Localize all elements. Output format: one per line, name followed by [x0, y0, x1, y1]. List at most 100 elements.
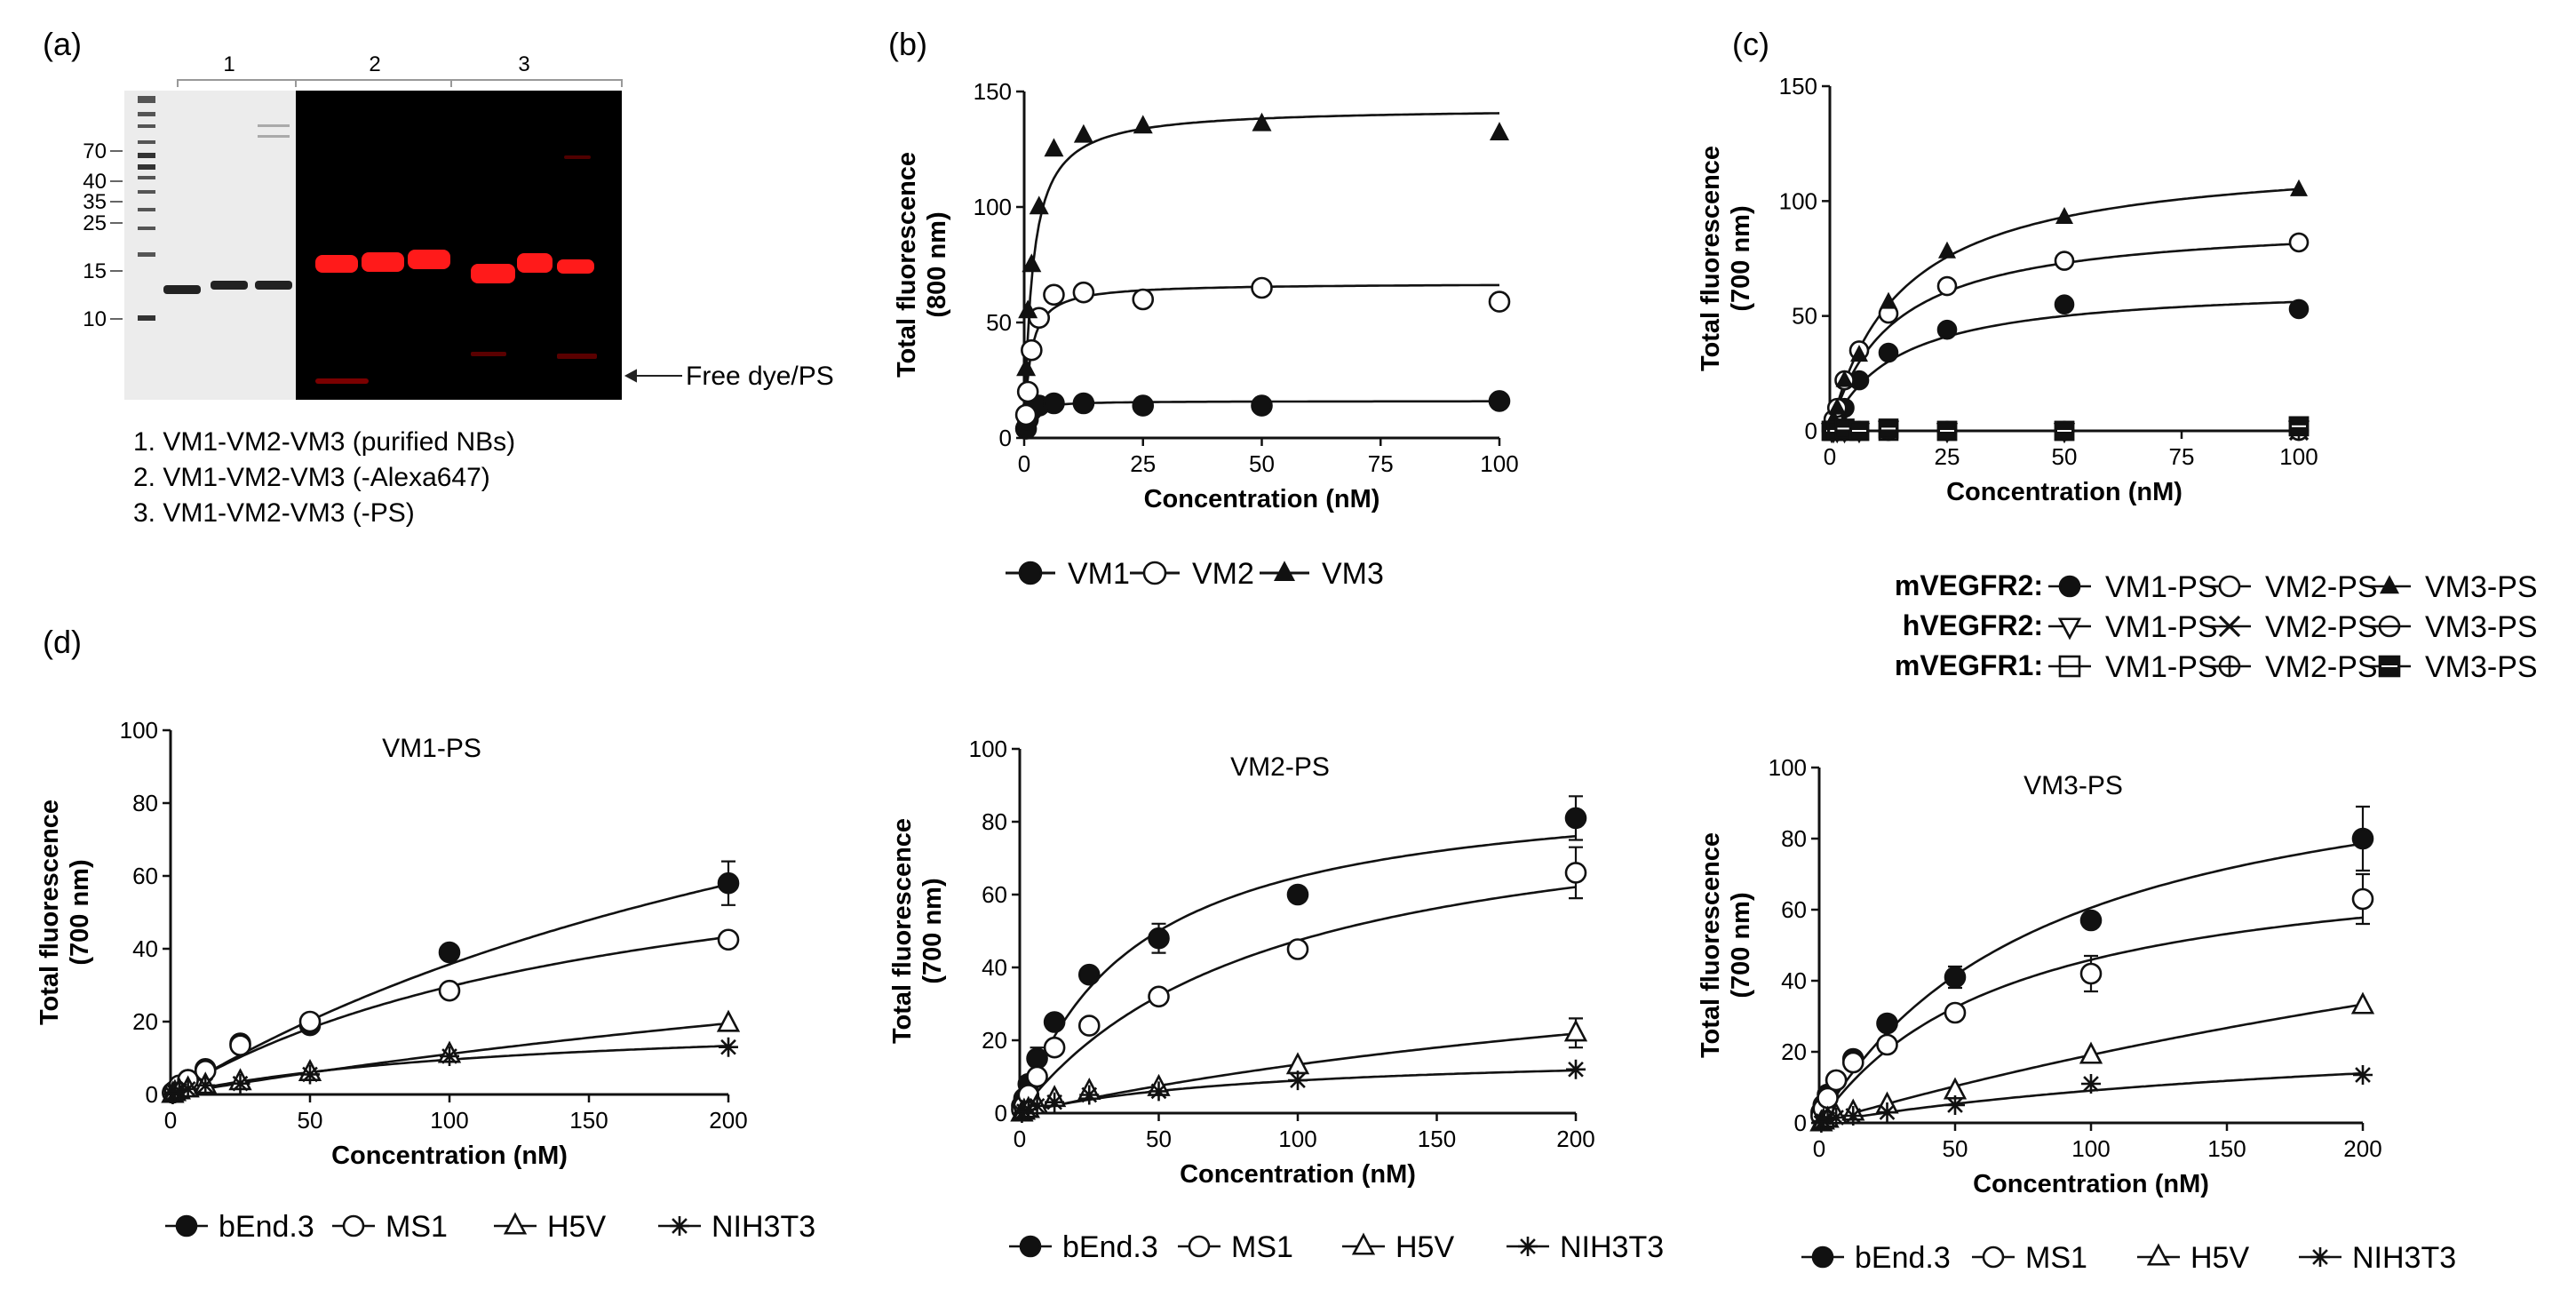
- legend-label-h5v: H5V: [547, 1210, 606, 1244]
- point-ms1: [1043, 1036, 1066, 1059]
- point-nih3t3: [719, 1037, 738, 1057]
- y-axis-title-unit: (800 nm): [923, 211, 951, 317]
- gel-stained-bands: [163, 124, 292, 294]
- point-vm3-ps: [1878, 418, 1899, 439]
- point-ms1: [717, 928, 740, 951]
- legend-marker: [2058, 575, 2081, 598]
- y-tick-label: 150: [974, 78, 1012, 105]
- point-nih3t3: [230, 1073, 250, 1094]
- legend-marker: [1019, 1235, 1042, 1258]
- point-nih3t3: [1813, 1111, 1833, 1131]
- y-tick-label: 100: [1779, 187, 1817, 214]
- point-h5v: [1563, 1019, 1588, 1042]
- legend-marker: [1518, 1237, 1538, 1256]
- legend-marker: [2378, 615, 2401, 638]
- point-ms1: [1944, 1001, 1967, 1024]
- fit-curve-vm2-ps: [1828, 243, 2300, 432]
- point-ms1: [229, 1034, 251, 1056]
- point-nih3t3: [164, 1082, 185, 1102]
- chart-subtitle: VM2-PS: [1230, 752, 1330, 782]
- legend-marker: [1811, 1245, 1834, 1269]
- y-axis-title-unit: (700 nm): [918, 878, 947, 983]
- legend-marker: [1982, 1245, 2005, 1269]
- point-vm3: [1018, 299, 1038, 319]
- point-ms1: [2351, 887, 2374, 911]
- legend-label-vm1: VM1: [1068, 557, 1130, 591]
- chart-c-receptor-binding: 0 25 50 75 100 0 50 100 150 Concentration (nM) Tot…: [1697, 73, 2538, 684]
- point-nih3t3: [1877, 1102, 1897, 1122]
- point-vm3: [1490, 122, 1509, 141]
- y-tick-label: 80: [132, 790, 158, 816]
- point-bend-3: [1286, 883, 1309, 906]
- y-tick-label: 50: [986, 309, 1012, 336]
- legend-marker: [2058, 655, 2081, 678]
- legend-label-nih3t3: NIH3T3: [2352, 1241, 2456, 1275]
- ladder-ticks: [110, 150, 123, 320]
- y-tick-label: 20: [982, 1027, 1007, 1054]
- panel-label-d: (d): [43, 624, 82, 660]
- legend-label-mvegfr1-vm1-ps: VM1-PS: [2105, 650, 2218, 684]
- point-nih3t3: [1014, 1101, 1034, 1121]
- legend-label-hvegfr2-vm1-ps: VM1-PS: [2105, 610, 2218, 644]
- panel-label-b: (b): [888, 26, 927, 62]
- x-tick-label: 200: [1556, 1126, 1594, 1152]
- legend-marker: [1188, 1235, 1211, 1258]
- x-tick-label: 0: [1014, 1126, 1026, 1152]
- point-nih3t3: [300, 1064, 320, 1085]
- legend-marker: [2146, 1243, 2171, 1266]
- point-vm1: [1043, 392, 1065, 415]
- x-tick-label: 50: [298, 1107, 323, 1134]
- point-vm1-ps: [2288, 298, 2310, 320]
- y-tick-label: 40: [1781, 967, 1807, 994]
- x-tick-label: 25: [1935, 443, 1960, 470]
- legend-label-bend-3: bEnd.3: [1062, 1230, 1158, 1264]
- free-dye-arrow: [624, 369, 682, 383]
- legend-marker-vm2: [1142, 561, 1167, 585]
- y-axis-title-unit: (700 nm): [66, 859, 94, 965]
- x-axis-title: Concentration (nM): [1973, 1170, 2209, 1198]
- free-dye-label: Free dye/PS: [686, 362, 834, 391]
- point-vm3-ps: [2055, 206, 2073, 224]
- point-vm2: [1072, 281, 1095, 304]
- fit-curve-bend-3: [1817, 842, 2364, 1124]
- lane-group-brackets: [177, 79, 623, 87]
- point-vm3: [1073, 123, 1093, 143]
- y-tick-label: 100: [1769, 754, 1807, 781]
- y-tick-label: 80: [1781, 825, 1807, 852]
- ladder-label: 25: [83, 211, 107, 235]
- chart-d2-vm2-ps: 0 50 100 150 200 0 20 40 60 80 100 Concentration (n…: [888, 736, 1664, 1264]
- point-nih3t3: [1018, 1099, 1038, 1119]
- y-tick-label: 0: [995, 1100, 1007, 1126]
- point-ms1: [438, 979, 461, 1002]
- y-tick-label: 100: [974, 194, 1012, 220]
- point-vm3-ps: [1850, 345, 1868, 362]
- y-tick-label: 0: [999, 425, 1012, 451]
- gel-ladder-labels: 70 40 35 25 15 10: [83, 139, 107, 331]
- legend-label-h5v: H5V: [1395, 1230, 1454, 1264]
- fit-curve-vm3: [1022, 112, 1500, 439]
- legend-marker: [2310, 1247, 2330, 1267]
- y-tick-label: 40: [132, 935, 158, 962]
- legend-label-nih3t3: NIH3T3: [1560, 1230, 1664, 1264]
- x-axis-title: Concentration (nM): [331, 1142, 568, 1170]
- chart-b-binding-curve: 0 25 50 75 100 0 50 100 150 Concentration (nM) Tot…: [893, 78, 1519, 591]
- ladder-label: 15: [83, 259, 107, 283]
- ladder-label: 40: [83, 170, 107, 194]
- point-nih3t3: [1843, 1106, 1864, 1126]
- point-vm2: [1488, 290, 1511, 313]
- gel-panel: 1 2 3: [83, 52, 833, 528]
- point-vm1-ps: [1878, 342, 1899, 363]
- x-tick-label: 0: [1824, 443, 1836, 470]
- point-vm1: [1132, 394, 1155, 417]
- x-tick-label: 150: [569, 1107, 608, 1134]
- fit-curve-vm1-ps: [1828, 300, 2300, 432]
- point-bend-3: [1944, 966, 1967, 989]
- point-vm2: [1014, 403, 1038, 426]
- x-tick-label: 100: [2279, 443, 2318, 470]
- y-tick-label: 0: [1805, 418, 1817, 444]
- panel-label-a: (a): [43, 26, 82, 62]
- y-axis-title-unit: (700 nm): [1727, 892, 1755, 998]
- y-tick-label: 20: [132, 1008, 158, 1035]
- x-axis-title: Concentration (nM): [1180, 1160, 1416, 1189]
- y-tick-label: 100: [120, 717, 158, 744]
